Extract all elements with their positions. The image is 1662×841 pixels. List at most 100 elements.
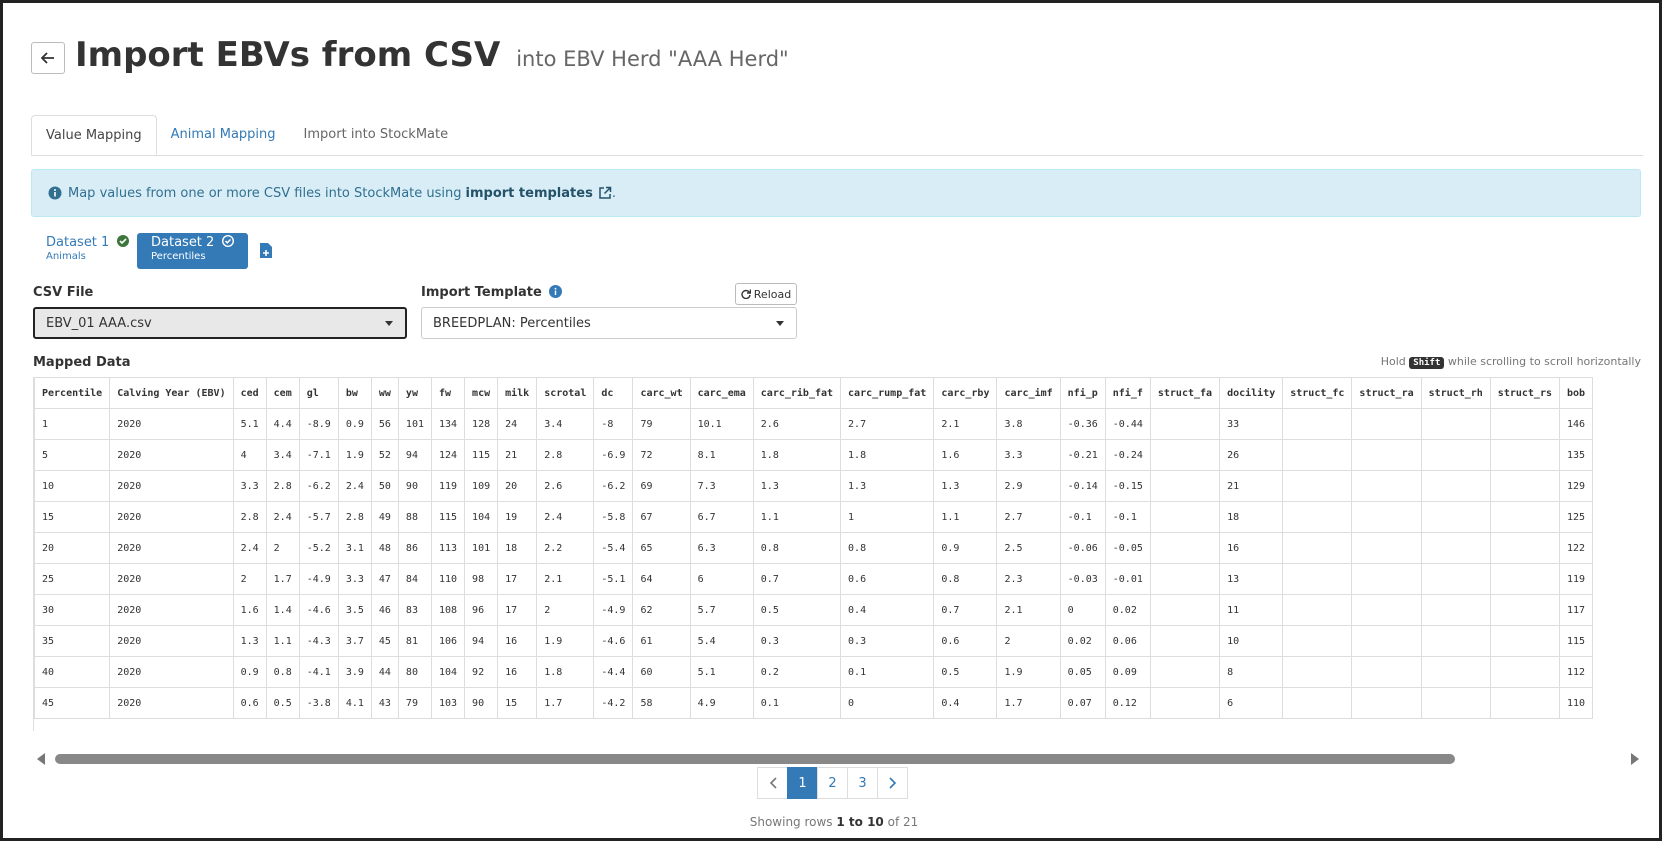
table-cell: -5.1 <box>593 563 634 595</box>
table-cell: 2.8 <box>265 470 300 502</box>
table-cell: 2020 <box>109 470 234 502</box>
table-cell <box>1282 408 1353 440</box>
table-row: 40 2020 0.9 0.8 -4.1 3.9 44 80 104 92 16 1.8 -4.4 60 5… <box>34 656 1594 688</box>
table-cell: 10 <box>1219 625 1284 657</box>
table-cell: -0.36 <box>1059 408 1106 440</box>
table-cell: 2.4 <box>232 532 267 564</box>
csv-select[interactable]: EBV_01 AAA.csv <box>33 307 407 339</box>
table-cell: 16 <box>1219 532 1284 564</box>
table-cell: 1.3 <box>933 470 998 502</box>
table-cell: 146 <box>1558 408 1594 440</box>
showing-range: 1 to 10 <box>836 815 884 829</box>
table-row: 35 2020 1.3 1.1 -4.3 3.7 45 81 106 94 16 1.9 -4.6 61 5… <box>34 625 1594 657</box>
table-cell: 10 <box>34 470 111 502</box>
caret <box>385 320 393 326</box>
dataset-tab[interactable]: Dataset 1 Animals <box>32 233 143 269</box>
table-cell: 48 <box>370 532 399 564</box>
table-cell: 2.9 <box>996 470 1061 502</box>
page-button[interactable]: 1 <box>787 767 818 799</box>
template-label-text: Import Template <box>421 285 542 300</box>
help-icon <box>549 285 563 298</box>
column-header: struct_fa <box>1149 377 1221 409</box>
table-cell: -0.14 <box>1059 470 1106 502</box>
table-cell: 115 <box>430 501 466 533</box>
table-cell: 1.3 <box>840 470 935 502</box>
tab[interactable]: Value Mapping <box>31 115 157 155</box>
hint-text: while scrolling to scroll horizontally <box>1447 355 1641 368</box>
table-cell: 6 <box>689 563 754 595</box>
table-cell <box>1489 625 1560 657</box>
table-cell: 3.5 <box>337 594 372 626</box>
table-cell: -3.8 <box>298 687 339 719</box>
info-text: Map values from one or more CSV files in… <box>68 185 462 201</box>
table-cell: 0.5 <box>933 656 998 688</box>
info-link[interactable]: import templates <box>465 185 593 201</box>
template-label: Import Template <box>421 285 563 300</box>
table-cell: 81 <box>397 625 432 657</box>
page-button[interactable]: 3 <box>847 767 878 799</box>
table-cell: 2020 <box>109 501 234 533</box>
table-cell <box>1149 563 1221 595</box>
table-cell: 8 <box>1219 656 1284 688</box>
template-select[interactable]: BREEDPLAN: Percentiles <box>421 307 797 339</box>
table-cell: -0.03 <box>1059 563 1106 595</box>
reload-icon <box>741 289 751 299</box>
table-cell: 90 <box>464 687 499 719</box>
horizontal-scrollbar[interactable] <box>33 751 1643 767</box>
table-cell: 0.9 <box>337 408 372 440</box>
table-cell: -5.2 <box>298 532 339 564</box>
table-row: 20 2020 2.4 2 -5.2 3.1 48 86 113 101 18 2.2 -5.4 65 6.… <box>34 532 1594 564</box>
table-cell: 0 <box>840 687 935 719</box>
table-cell: 1.8 <box>752 439 842 471</box>
dataset-tab[interactable]: Dataset 2 Percentiles <box>137 233 249 269</box>
tab[interactable]: Import into StockMate <box>303 127 449 142</box>
table-cell <box>1351 470 1422 502</box>
table-cell: 0.7 <box>752 563 842 595</box>
table-cell: 5.1 <box>232 408 267 440</box>
table-cell <box>1420 501 1491 533</box>
back-button[interactable] <box>31 42 65 74</box>
page-button[interactable]: 2 <box>817 767 848 799</box>
table-cell <box>1149 470 1221 502</box>
table-cell: 1.1 <box>265 625 300 657</box>
table-cell: 18 <box>1219 501 1284 533</box>
table-cell: 2020 <box>109 656 234 688</box>
table-cell: 19 <box>497 501 538 533</box>
table-cell: 94 <box>397 439 432 471</box>
dataset-sub: Percentiles <box>151 251 206 262</box>
subtitle: into EBV Herd "AAA Herd" <box>516 47 789 71</box>
table-cell: 0.6 <box>232 687 267 719</box>
table-cell: 2.4 <box>337 470 372 502</box>
reload-button[interactable]: Reload <box>735 283 797 305</box>
column-header: struct_rs <box>1489 377 1560 409</box>
table-cell: 125 <box>1558 501 1594 533</box>
table-cell: 0.9 <box>232 656 267 688</box>
table-cell: 2020 <box>109 625 234 657</box>
table-cell: 4.1 <box>337 687 372 719</box>
table-cell: -0.21 <box>1059 439 1106 471</box>
table-cell: 0.3 <box>840 625 935 657</box>
table-cell: 3.3 <box>337 563 372 595</box>
table-cell <box>1282 501 1353 533</box>
table-cell: 2.1 <box>933 408 998 440</box>
column-header: fw <box>430 377 466 409</box>
column-header: carc_imf <box>996 377 1061 409</box>
table-cell: 0 <box>1059 594 1106 626</box>
tab[interactable]: Animal Mapping <box>170 127 276 142</box>
table-cell: 2.8 <box>536 439 595 471</box>
table-cell: 1.6 <box>933 439 998 471</box>
add-dataset[interactable] <box>259 242 273 259</box>
table-cell: 98 <box>464 563 499 595</box>
table-cell: 64 <box>632 563 691 595</box>
scroll-hint: Hold Shift while scrolling to scroll hor… <box>1381 355 1641 369</box>
next-page[interactable] <box>877 767 908 799</box>
table-cell: 1.1 <box>933 501 998 533</box>
dataset-sub: Animals <box>46 251 86 262</box>
prev-page[interactable] <box>757 767 788 799</box>
table-cell: 2.6 <box>752 408 842 440</box>
table-cell: 20 <box>34 532 111 564</box>
table-cell <box>1420 470 1491 502</box>
table-row: 1 2020 5.1 4.4 -8.9 0.9 56 101 134 128 24 3.4 -8 79 10… <box>34 408 1594 440</box>
table-cell <box>1351 563 1422 595</box>
